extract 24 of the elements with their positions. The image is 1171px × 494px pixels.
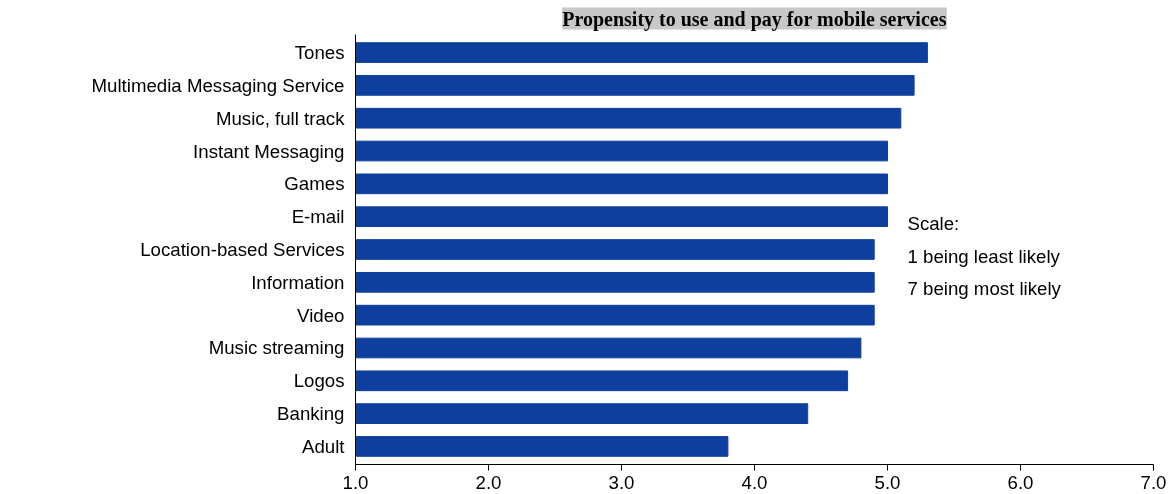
y-tick-label: Banking — [277, 403, 345, 425]
y-tick-label: E-mail — [291, 206, 345, 228]
x-tick-label: 5.0 — [874, 471, 901, 493]
y-tick-label: Music streaming — [208, 337, 345, 359]
y-tick-label: Multimedia Messaging Service — [91, 74, 345, 96]
x-tick-label: 3.0 — [608, 471, 635, 493]
x-tick-label: 4.0 — [741, 471, 768, 493]
y-tick-label: Music, full track — [215, 107, 346, 129]
y-tick-label: Adult — [301, 435, 346, 457]
y-tick-label: Instant Messaging — [193, 140, 345, 162]
annotation: Scale: — [907, 212, 960, 234]
x-tick-label: 6.0 — [1007, 471, 1034, 493]
annotation: 1 being least likely — [907, 245, 1061, 267]
x-tick-label: 2.0 — [475, 471, 502, 493]
annotation: 7 being most likely — [907, 278, 1062, 300]
y-tick-label: Logos — [293, 370, 345, 392]
y-tick-label: Games — [284, 173, 345, 195]
y-tick-label: Information — [251, 271, 345, 293]
x-tick-label: 1.0 — [342, 471, 369, 493]
chart-title: Propensity to use and pay for mobile services — [562, 7, 947, 31]
x-tick-label: 7.0 — [1140, 471, 1167, 493]
y-tick-label: Location-based Services — [140, 239, 345, 260]
y-tick-label: Video — [297, 304, 345, 326]
y-tick-label: Tones — [294, 42, 345, 64]
